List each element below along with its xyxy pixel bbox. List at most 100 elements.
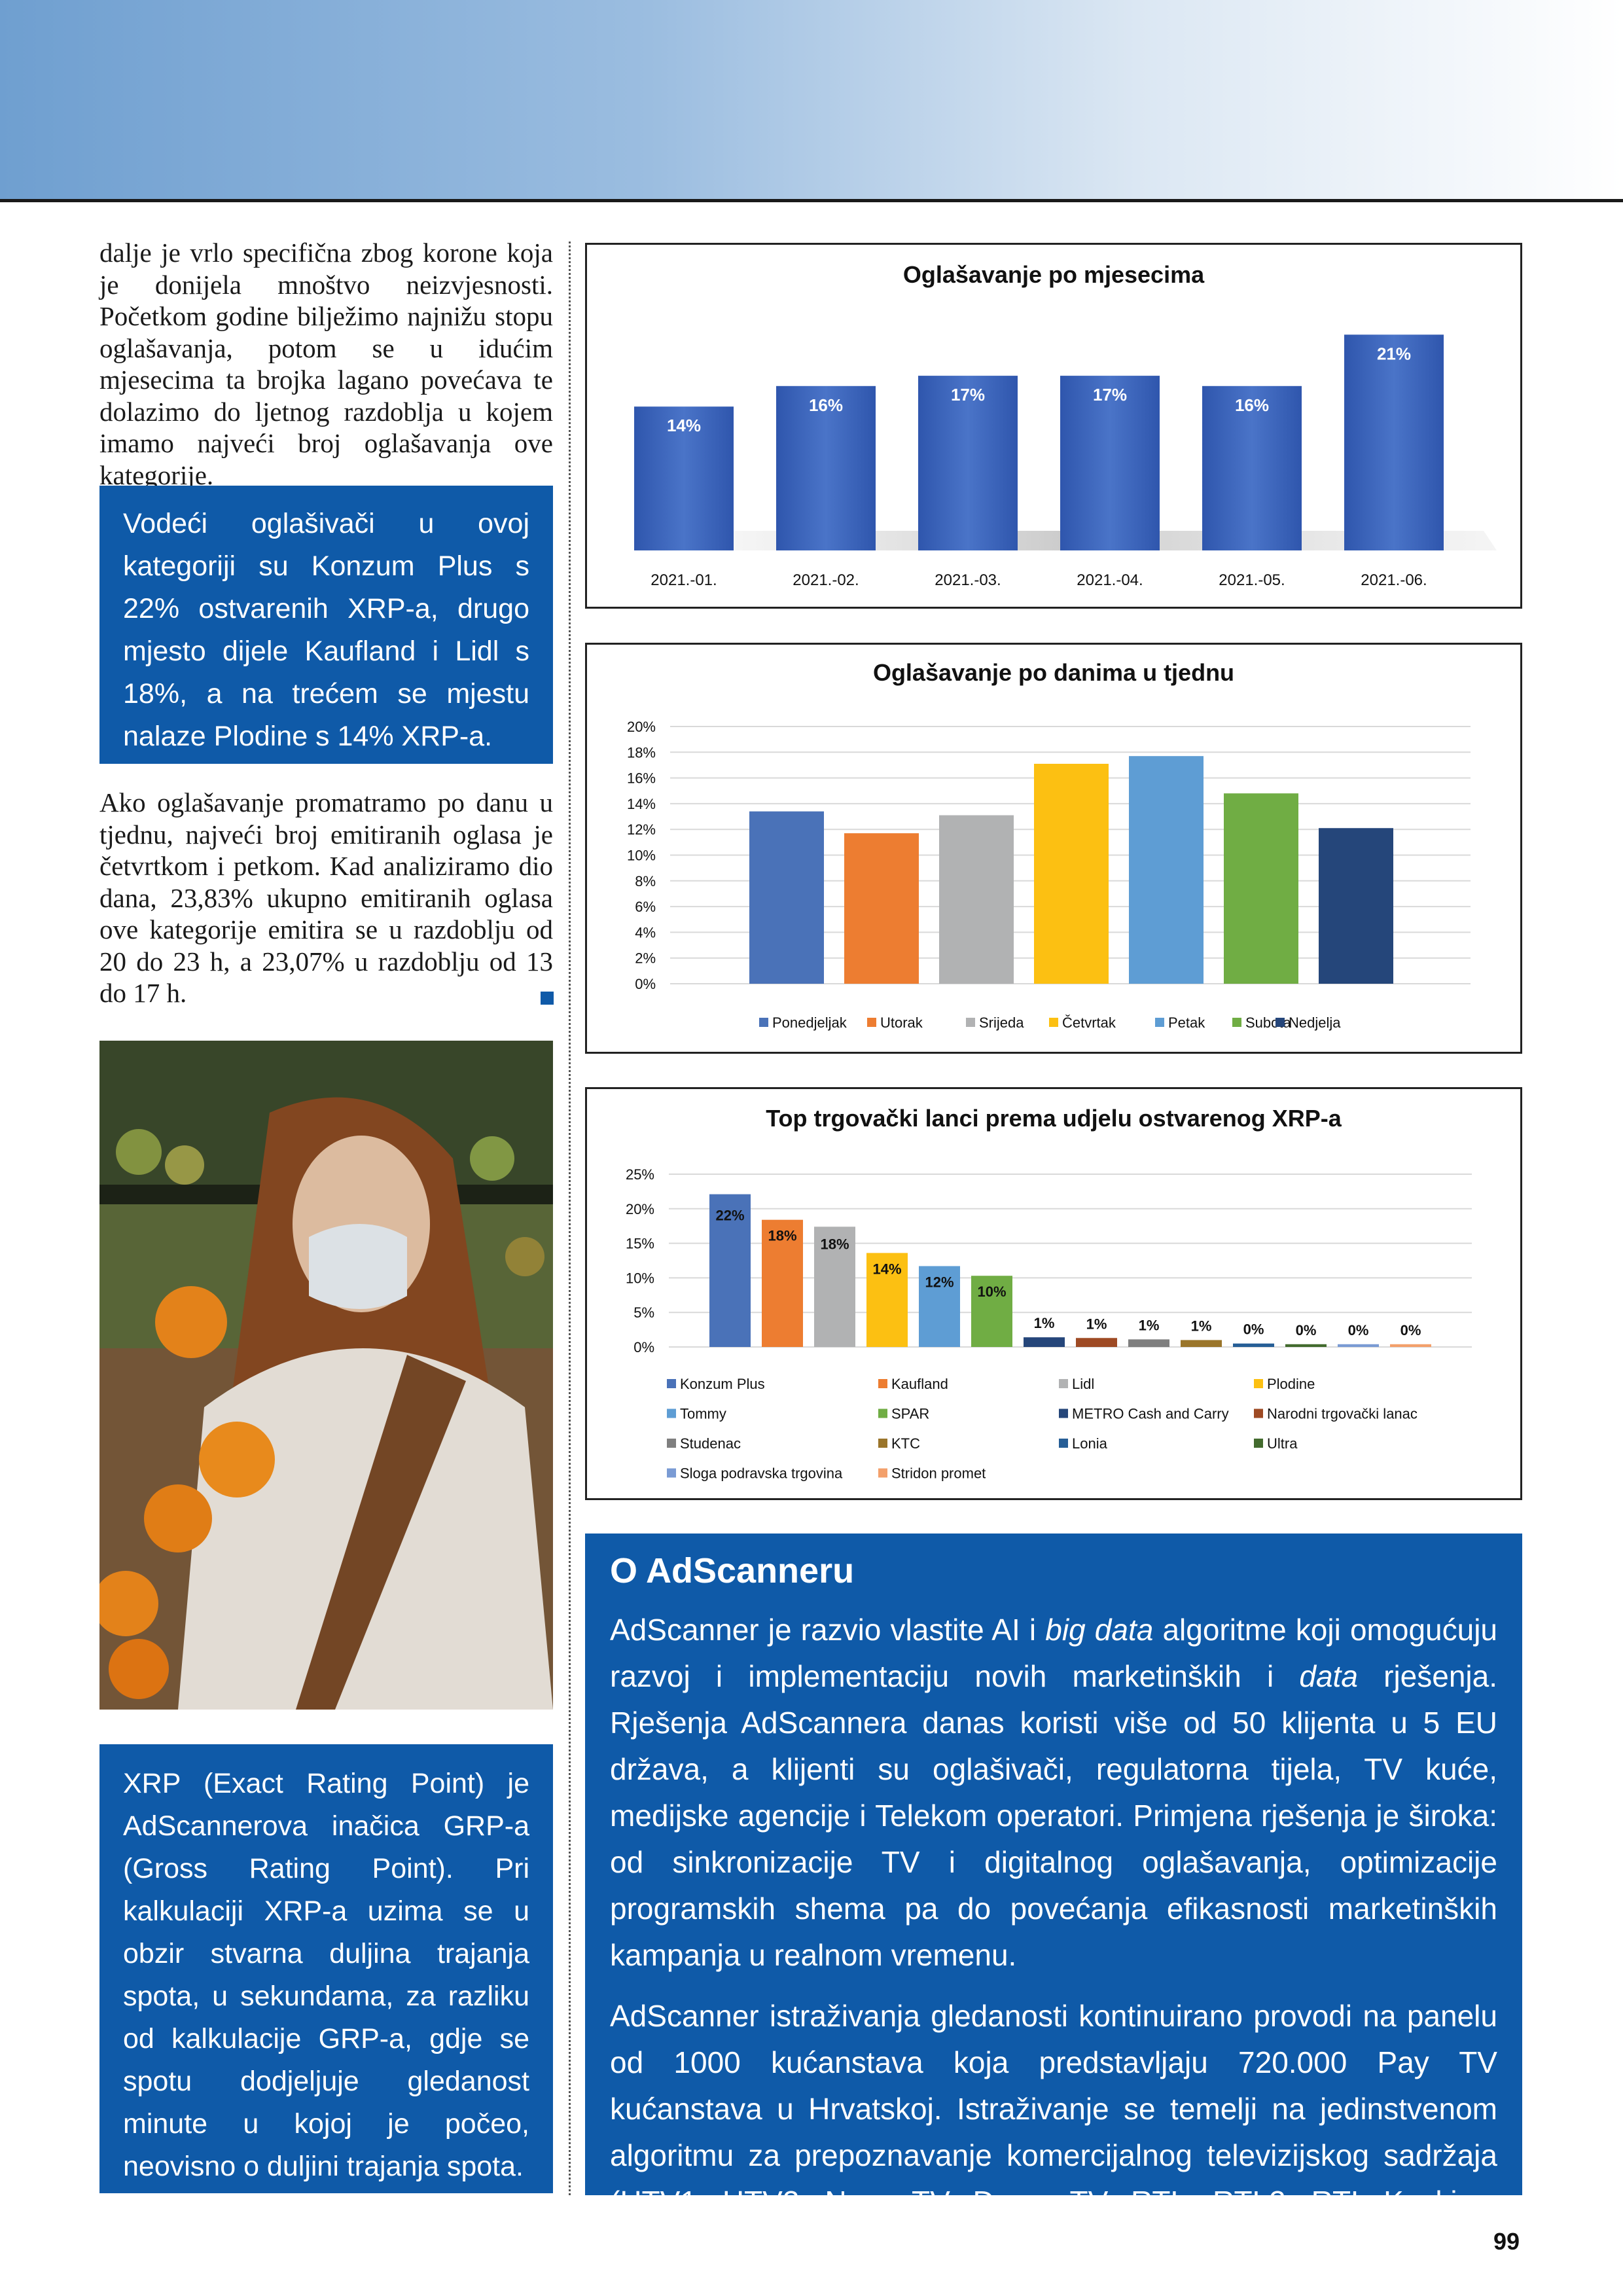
column-divider xyxy=(569,242,571,2195)
bar-Subota xyxy=(1224,793,1298,984)
text-span-italic: data xyxy=(1299,1659,1358,1693)
data-label: 1% xyxy=(1139,1317,1160,1333)
chart-title: Oglašavanje po danima u tjednu xyxy=(873,659,1234,686)
text-span-italic: big data xyxy=(1045,1613,1154,1647)
legend-swatch xyxy=(1049,1018,1058,1027)
y-tick-label: 6% xyxy=(635,899,656,915)
legend-label: Lidl xyxy=(1072,1376,1094,1392)
xrp-definition-box: XRP (Exact Rating Point) je AdScannerova… xyxy=(99,1744,553,2193)
bar-2021.-01. xyxy=(634,406,734,550)
y-tick-label: 18% xyxy=(627,744,656,761)
header-divider xyxy=(0,199,1623,202)
legend-swatch xyxy=(1155,1018,1164,1027)
data-label: 16% xyxy=(1235,395,1269,415)
legend-swatch xyxy=(878,1468,887,1478)
body-paragraph-1: dalje je vrlo specifična zbog korone koj… xyxy=(99,238,553,490)
legend-label: Nedjelja xyxy=(1289,1014,1341,1031)
bar-Konzum Plus xyxy=(709,1194,751,1347)
legend-label: METRO Cash and Carry xyxy=(1072,1406,1229,1422)
legend-swatch xyxy=(966,1018,975,1027)
legend-label: Ponedjeljak xyxy=(772,1014,847,1031)
x-tick-label: 2021.-01. xyxy=(651,571,717,589)
legend-label: Konzum Plus xyxy=(680,1376,765,1392)
legend-swatch xyxy=(867,1018,876,1027)
legend-swatch xyxy=(1254,1408,1263,1418)
x-tick-label: 2021.-02. xyxy=(793,571,859,589)
y-tick-label: 10% xyxy=(627,848,656,864)
y-tick-label: 14% xyxy=(627,796,656,812)
legend-label: Sloga podravska trgovina xyxy=(680,1465,843,1482)
legend-label: Tommy xyxy=(680,1406,726,1422)
end-of-article-mark xyxy=(541,992,554,1005)
data-label: 17% xyxy=(951,385,985,404)
bar-KTC xyxy=(1181,1340,1222,1347)
y-tick-label: 10% xyxy=(626,1270,654,1286)
legend-swatch xyxy=(878,1379,887,1388)
text-span: algoritme koji omogućuju razvoj i implem… xyxy=(610,1613,1497,1693)
legend-label: Petak xyxy=(1168,1014,1205,1031)
y-tick-label: 25% xyxy=(626,1166,654,1183)
chart-title: Top trgovački lanci prema udjelu ostvare… xyxy=(766,1105,1342,1132)
data-label: 0% xyxy=(1400,1322,1421,1338)
legend-label: Plodine xyxy=(1267,1376,1315,1392)
bar-Četvrtak xyxy=(1034,763,1109,984)
y-tick-label: 4% xyxy=(635,924,656,941)
legend-swatch xyxy=(667,1379,676,1388)
y-tick-label: 12% xyxy=(627,821,656,838)
bar-2021.-06. xyxy=(1344,334,1444,550)
bar-Utorak xyxy=(844,833,919,984)
bar-Kaufland xyxy=(762,1219,803,1347)
data-label: 14% xyxy=(872,1261,901,1277)
legend-label: KTC xyxy=(891,1435,920,1452)
photo-woman-with-oranges xyxy=(99,1041,553,1710)
data-label: 22% xyxy=(715,1208,744,1224)
y-tick-label: 0% xyxy=(633,1339,654,1355)
legend-swatch xyxy=(667,1468,676,1478)
y-tick-label: 15% xyxy=(626,1236,654,1252)
legend-swatch xyxy=(1254,1439,1263,1448)
data-label: 0% xyxy=(1348,1322,1369,1338)
legend-label: Narodni trgovački lanac xyxy=(1267,1406,1418,1422)
legend-swatch xyxy=(667,1408,676,1418)
legend-swatch xyxy=(1275,1018,1285,1027)
about-adscanner-box: O AdScanneru AdScanner je razvio vlastit… xyxy=(585,1534,1522,2265)
bar-Ponedjeljak xyxy=(749,811,824,984)
bar-Nedjelja xyxy=(1319,828,1393,984)
y-tick-label: 16% xyxy=(627,770,656,787)
y-tick-label: 20% xyxy=(626,1201,654,1217)
legend-swatch xyxy=(667,1439,676,1448)
data-label: 12% xyxy=(925,1274,954,1290)
legend-label: Stridon promet xyxy=(891,1465,986,1482)
data-label: 1% xyxy=(1034,1315,1055,1331)
data-label: 1% xyxy=(1191,1318,1212,1334)
about-title: O AdScanneru xyxy=(610,1551,855,1590)
bar-Lonia xyxy=(1233,1343,1274,1347)
body-paragraph-2: Ako oglašavanje promatramo po danu u tje… xyxy=(99,787,553,1008)
legend-label: Utorak xyxy=(880,1014,923,1031)
bar-Plodine xyxy=(866,1253,908,1347)
y-tick-label: 0% xyxy=(635,976,656,992)
about-paragraph-2: AdScanner istraživanja gledanosti kontin… xyxy=(610,1999,1497,2265)
legend-label: Srijeda xyxy=(979,1014,1024,1031)
data-label: 21% xyxy=(1377,344,1411,363)
bar-Srijeda xyxy=(939,815,1014,984)
x-tick-label: 2021.-04. xyxy=(1077,571,1143,589)
x-tick-label: 2021.-03. xyxy=(935,571,1001,589)
bar-Tommy xyxy=(919,1266,960,1347)
chart-weekday: Oglašavanje po danima u tjednu 0% 2% 4% 6% 8%… xyxy=(585,643,1522,1054)
data-label: 18% xyxy=(820,1236,849,1252)
chart-monthly: Oglašavanje po mjesecima 14% 2021.-01. 16% 2… xyxy=(585,243,1522,609)
x-tick-label: 2021.-06. xyxy=(1361,571,1427,589)
bar-2021.-03. xyxy=(918,376,1018,550)
data-label: 14% xyxy=(667,416,701,435)
legend-swatch xyxy=(1254,1379,1263,1388)
bar-Narodni trgovački lanac xyxy=(1076,1338,1117,1347)
chart-weekday-svg: Oglašavanje po danima u tjednu 0% 2% 4% 6% 8%… xyxy=(627,659,1471,1031)
bar-Sloga podravska trgovina xyxy=(1338,1344,1379,1347)
bar-2021.-05. xyxy=(1202,386,1302,550)
bar-Ultra xyxy=(1285,1344,1327,1347)
data-label: 18% xyxy=(768,1228,796,1244)
text-span: rješenja. Rješenja AdScannera danas kori… xyxy=(610,1659,1497,1972)
chart-retailers: Top trgovački lanci prema udjelu ostvare… xyxy=(585,1087,1522,1500)
legend-label: SPAR xyxy=(891,1406,929,1422)
